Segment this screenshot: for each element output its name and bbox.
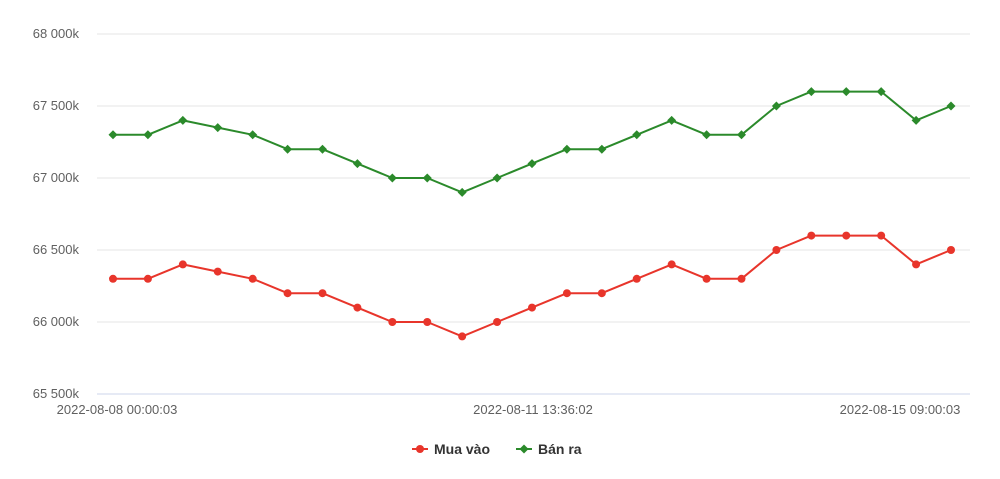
data-point[interactable] [876,87,886,97]
data-point[interactable] [667,260,676,269]
y-axis: 65 500k 66 000k 66 500k 67 000k 67 500k 68 00… [33,26,80,401]
y-tick-label: 65 500k [33,386,80,401]
data-point[interactable] [143,130,153,140]
data-point[interactable] [109,274,117,283]
data-point[interactable] [562,289,571,298]
data-point[interactable] [458,332,467,341]
legend-item-ban-ra[interactable]: Bán ra [516,441,582,457]
data-point[interactable] [632,274,641,283]
series-line [113,90,952,194]
data-point[interactable] [772,246,781,254]
data-point[interactable] [737,274,746,283]
series-lines [108,87,956,341]
y-tick-label: 66 000k [33,314,80,329]
data-point[interactable] [248,130,258,140]
legend-label: Mua vào [434,441,490,457]
data-point[interactable] [702,274,711,283]
data-point[interactable] [318,289,327,298]
y-tick-label: 68 000k [33,26,80,41]
data-point[interactable] [283,144,293,154]
data-point[interactable] [318,144,327,154]
data-point[interactable] [528,303,536,312]
data-point[interactable] [911,115,921,125]
y-tick-label: 67 500k [33,98,80,113]
legend-item-mua-vao[interactable]: Mua vào [412,441,490,457]
x-tick-label: 2022-08-08 00:00:03 [57,402,178,417]
x-axis: 2022-08-08 00:00:03 2022-08-11 13:36:02 20… [57,402,961,417]
data-point[interactable] [527,159,537,169]
data-point[interactable] [423,318,432,326]
y-tick-label: 66 500k [33,242,80,257]
data-point[interactable] [492,173,502,183]
grid-lines [97,33,970,395]
legend-marker [416,445,424,453]
data-point[interactable] [108,130,118,140]
data-point[interactable] [597,289,606,298]
data-point[interactable] [283,289,292,298]
data-point[interactable] [248,274,257,283]
data-point[interactable] [562,144,572,154]
data-point[interactable] [771,101,781,111]
data-point[interactable] [806,87,816,97]
data-point[interactable] [353,303,362,312]
series-ban-ra [108,87,956,197]
data-point[interactable] [946,101,956,111]
data-point[interactable] [493,318,502,326]
data-point[interactable] [632,130,642,140]
y-tick-label: 67 000k [33,170,80,185]
data-point[interactable] [213,267,222,276]
data-point[interactable] [143,274,152,283]
data-point[interactable] [912,260,921,269]
data-point[interactable] [947,246,955,254]
data-point[interactable] [841,87,851,97]
data-point[interactable] [178,115,188,125]
data-point[interactable] [352,159,362,169]
data-point[interactable] [388,318,397,326]
data-point[interactable] [842,231,851,240]
data-point[interactable] [667,115,677,125]
data-point[interactable] [597,144,607,154]
data-point[interactable] [178,260,187,269]
data-point[interactable] [737,130,746,140]
data-point[interactable] [877,231,886,240]
data-point[interactable] [807,231,816,240]
data-point[interactable] [387,173,397,183]
x-tick-label: 2022-08-11 13:36:02 [473,402,593,417]
data-point[interactable] [457,187,467,197]
legend-marker [519,444,529,454]
data-point[interactable] [213,123,223,133]
data-point[interactable] [422,173,432,183]
series-mua-vao [109,231,955,341]
data-point[interactable] [702,130,712,140]
x-tick-label: 2022-08-15 09:00:03 [840,402,961,417]
series-line [113,234,952,338]
legend: Mua vào Bán ra [412,441,582,457]
legend-label: Bán ra [538,441,582,457]
